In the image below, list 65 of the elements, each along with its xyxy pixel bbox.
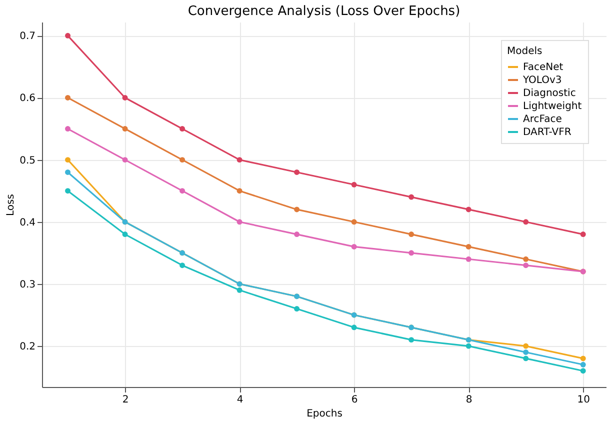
y-tick-label: 0.6 <box>20 93 36 104</box>
point <box>65 157 71 163</box>
y-tick-label: 0.4 <box>20 217 36 228</box>
point <box>65 95 71 100</box>
legend-label: Lightweight <box>523 101 582 112</box>
legend-title: Models <box>507 46 542 57</box>
y-tick-label: 0.2 <box>20 342 36 353</box>
point <box>236 287 242 293</box>
legend-label: FaceNet <box>523 62 564 73</box>
point <box>294 169 300 175</box>
point <box>65 126 71 132</box>
point <box>408 232 414 238</box>
point <box>351 324 357 330</box>
point <box>466 244 472 250</box>
point <box>122 95 128 100</box>
point <box>466 256 472 262</box>
point <box>351 182 357 188</box>
point <box>65 32 71 38</box>
point <box>180 188 186 194</box>
x-tick-label: 4 <box>236 394 244 406</box>
point <box>122 232 128 238</box>
point <box>351 244 357 250</box>
legend-label: DART-VFR <box>523 127 572 138</box>
point <box>523 262 529 268</box>
point <box>236 219 242 225</box>
point <box>236 188 242 194</box>
point <box>408 250 414 256</box>
point <box>351 219 357 225</box>
point <box>294 306 300 312</box>
point <box>466 343 472 349</box>
y-tick-label: 0.5 <box>20 155 36 166</box>
chart-title: Convergence Analysis (Loss Over Epochs) <box>188 4 460 19</box>
point <box>580 362 586 368</box>
x-tick-label: 8 <box>466 394 472 406</box>
x-tick-label: 2 <box>122 394 129 406</box>
point <box>580 232 586 238</box>
y-tick-label: 0.7 <box>20 31 36 42</box>
point <box>122 126 128 132</box>
point <box>523 256 529 262</box>
point <box>408 194 414 200</box>
point <box>180 262 186 268</box>
y-axis-title: Loss <box>6 194 17 216</box>
legend-label: YOLOv3 <box>522 75 562 86</box>
point <box>523 219 529 225</box>
point <box>523 356 529 362</box>
x-tick-label: 6 <box>351 394 358 406</box>
point <box>294 232 300 238</box>
point <box>408 337 414 343</box>
y-tick-label: 0.3 <box>20 279 36 290</box>
point <box>65 169 71 175</box>
x-tick-label: 10 <box>577 394 590 406</box>
point <box>294 206 300 212</box>
point <box>523 350 529 355</box>
point <box>466 206 472 212</box>
point <box>580 368 586 374</box>
point <box>180 157 186 163</box>
point <box>523 343 529 349</box>
point <box>580 356 586 362</box>
legend-label: Diagnostic <box>523 88 576 99</box>
point <box>180 126 186 132</box>
x-axis-title: Epochs <box>306 408 342 420</box>
point <box>122 157 128 163</box>
point <box>65 188 71 194</box>
point <box>236 157 242 163</box>
legend-label: ArcFace <box>523 114 562 125</box>
